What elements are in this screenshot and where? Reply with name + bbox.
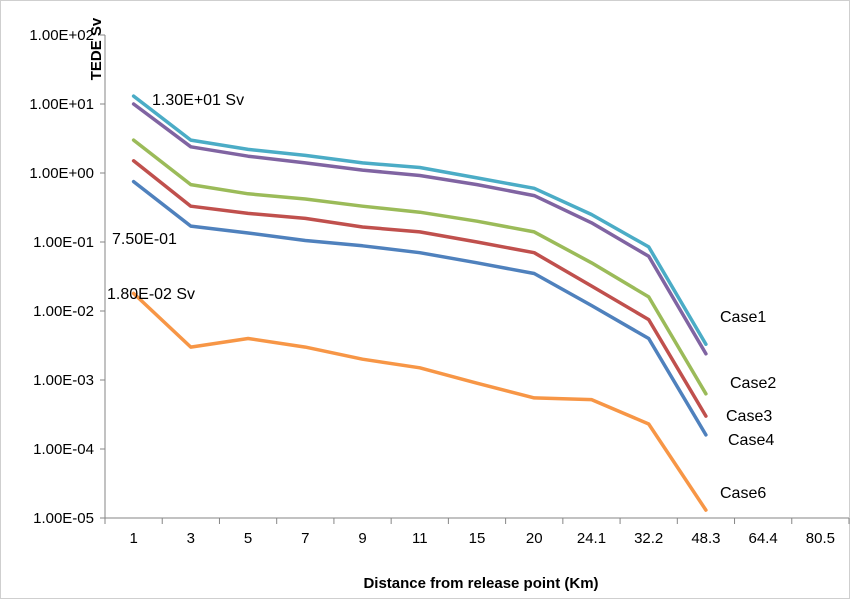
x-tick-label: 1 (129, 530, 137, 547)
x-tick-label: 3 (187, 530, 195, 547)
x-tick-label: 80.5 (806, 530, 835, 547)
y-tick-label: 1.00E+00 (29, 165, 94, 182)
series-line-case1 (131, 94, 708, 346)
axes (100, 34, 850, 524)
y-tick-label: 1.00E-04 (33, 441, 94, 458)
series-label-case2: Case2 (730, 375, 776, 392)
y-tick-label: 1.00E-05 (33, 510, 94, 527)
y-tick-label: 1.00E-02 (33, 303, 94, 320)
y-tick-label: 1.00E+02 (29, 27, 94, 44)
annotation-label: 7.50E-01 (112, 231, 177, 248)
series-line-case4 (131, 179, 708, 437)
x-tick-label: 11 (412, 530, 428, 547)
series-line-case2 (131, 138, 708, 396)
x-tick-label: 48.3 (691, 530, 720, 547)
y-tick-labels: 1.00E+02 1.00E+01 1.00E+00 1.00E-01 1.00E-02… (29, 27, 94, 527)
x-tick-label: 32.2 (634, 530, 663, 547)
series-label-case1: Case1 (720, 309, 766, 326)
series-label-case3: Case3 (726, 408, 772, 425)
y-tick-label: 1.00E-01 (33, 234, 94, 251)
series-labels: Case1 Case2 Case3 Case4 Case6 (720, 309, 776, 502)
series-line-case3 (131, 159, 708, 418)
x-tick-label: 24.1 (577, 530, 606, 547)
series-line-case6 (131, 291, 708, 512)
annotations: 1.30E+01 Sv 7.50E-01 1.80E-02 Sv (107, 92, 244, 303)
annotation-label: 1.30E+01 Sv (152, 92, 244, 109)
x-tick-label: 7 (301, 530, 309, 547)
x-axis-title: Distance from release point (Km) (363, 575, 598, 592)
x-tick-label: 20 (526, 530, 543, 547)
series-line-case5 (131, 102, 708, 356)
x-tick-labels: 1 3 5 7 9 11 15 20 24.1 32.2 48.3 64.4 80.5 (129, 530, 835, 547)
annotation-label: 1.80E-02 Sv (107, 286, 195, 303)
y-tick-label: 1.00E+01 (29, 96, 94, 113)
y-axis-title: TEDE Sv (88, 17, 105, 80)
series-label-case4: Case4 (728, 432, 774, 449)
x-tick-label: 5 (244, 530, 252, 547)
x-tick-label: 15 (469, 530, 486, 547)
y-tick-label: 1.00E-03 (33, 372, 94, 389)
series-label-case6: Case6 (720, 485, 766, 502)
x-tick-label: 9 (358, 530, 366, 547)
series-lines (131, 94, 708, 512)
x-tick-label: 64.4 (749, 530, 778, 547)
